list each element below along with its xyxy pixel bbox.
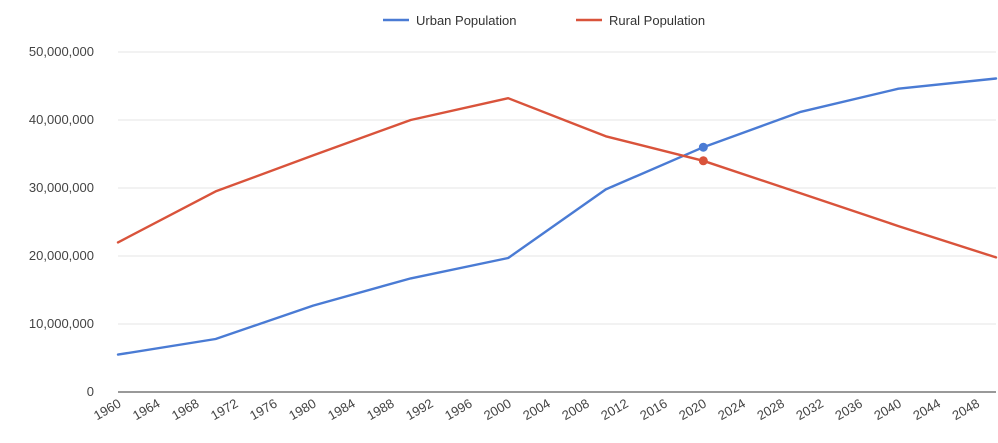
x-axis-labels: 1960 1964 1968 1972 1976 1980 1984 1988 1992 1996… (91, 396, 982, 423)
y-tick-label: 40,000,000 (29, 112, 94, 127)
x-tick-label: 2040 (871, 396, 904, 423)
urban-population-line (116, 77, 998, 356)
x-tick-label: 2000 (481, 396, 514, 423)
x-tick-label: 2028 (754, 396, 787, 423)
rural-legend-label: Rural Population (609, 13, 705, 28)
x-tick-label: 2024 (715, 396, 748, 423)
legend: Urban Population Rural Population (383, 13, 705, 28)
y-tick-label: 20,000,000 (29, 248, 94, 263)
x-tick-label: 2020 (676, 396, 709, 423)
y-tick-label: 50,000,000 (29, 44, 94, 59)
x-tick-label: 1992 (403, 396, 436, 423)
urban-legend-label: Urban Population (416, 13, 516, 28)
rural-population-line (116, 97, 998, 259)
x-tick-label: 2044 (910, 396, 943, 423)
x-tick-label: 1984 (325, 396, 358, 423)
x-tick-label: 2012 (598, 396, 631, 423)
x-tick-label: 1976 (247, 396, 280, 423)
y-tick-label: 0 (87, 384, 94, 399)
x-tick-label: 1964 (130, 396, 163, 423)
x-tick-label: 2016 (637, 396, 670, 423)
grid-layer (118, 51, 996, 393)
x-tick-label: 2036 (832, 396, 865, 423)
series-layer (116, 77, 998, 356)
x-tick-label: 1980 (286, 396, 319, 423)
x-tick-label: 1960 (91, 396, 124, 423)
x-tick-label: 2008 (559, 396, 592, 423)
x-tick-label: 1988 (364, 396, 397, 423)
rural-highlight-marker (698, 156, 708, 166)
y-tick-label: 30,000,000 (29, 180, 94, 195)
x-tick-label: 1996 (442, 396, 475, 423)
x-tick-label: 1968 (169, 396, 202, 423)
y-axis-labels: 0 10,000,000 20,000,000 30,000,000 40,000,00… (29, 44, 94, 399)
x-tick-label: 2004 (520, 396, 553, 423)
x-tick-label: 1972 (208, 396, 241, 423)
x-tick-label: 2032 (793, 396, 826, 423)
y-tick-label: 10,000,000 (29, 316, 94, 331)
urban-highlight-marker (698, 142, 708, 152)
x-tick-label: 2048 (949, 396, 982, 423)
